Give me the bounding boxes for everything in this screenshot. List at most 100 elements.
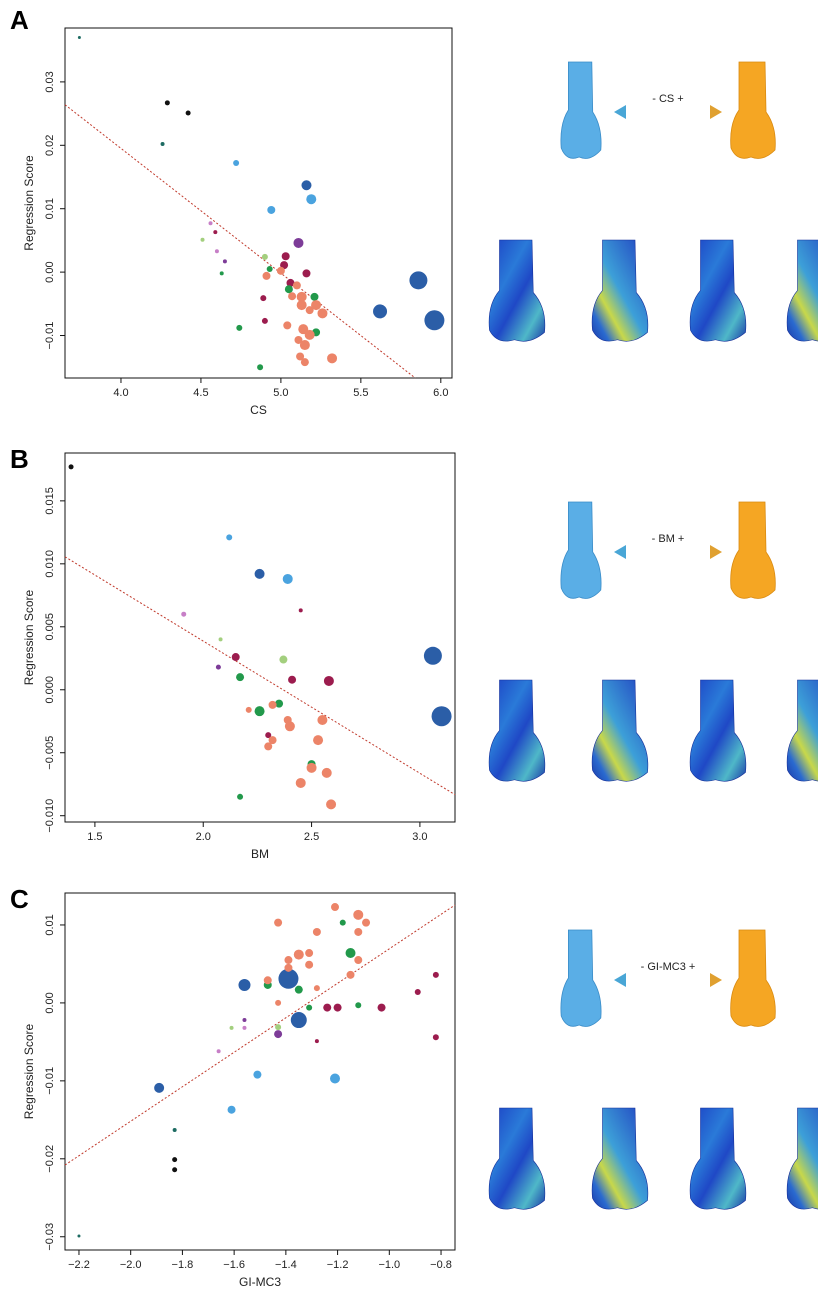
data-point (414, 988, 421, 995)
plot-frame (64, 27, 453, 379)
data-point (181, 611, 187, 617)
data-point (262, 271, 271, 280)
data-point (346, 970, 355, 979)
data-point (284, 285, 293, 294)
data-point (302, 269, 311, 278)
data-point (305, 949, 314, 958)
data-point (323, 1003, 332, 1012)
shape-axis-label: - GI-MC3 + (641, 961, 696, 973)
data-point (77, 36, 81, 40)
y-tick-label: 0.03 (44, 71, 56, 92)
data-point (298, 608, 303, 613)
plot-frame (64, 452, 456, 823)
y-axis-label: Regression Score (22, 155, 36, 251)
data-point (236, 673, 245, 682)
data-point (286, 278, 295, 287)
data-point (222, 259, 227, 264)
y-tick-label: −0.005 (44, 736, 56, 770)
heatmap-shape (488, 1107, 546, 1210)
heatmap-shape (488, 239, 546, 342)
x-tick-label: −2.2 (68, 1259, 90, 1271)
data-point (296, 300, 307, 311)
heatmap-shape (689, 1107, 747, 1210)
data-point (172, 1157, 178, 1163)
y-tick-label: −0.02 (44, 1145, 56, 1173)
shape-min (560, 929, 602, 1027)
data-point (185, 110, 191, 116)
data-point (257, 364, 264, 371)
data-point (265, 732, 272, 739)
data-point (283, 321, 292, 330)
data-point (231, 653, 240, 662)
y-axis-label: Regression Score (22, 1023, 36, 1119)
panel-label: A (10, 5, 29, 35)
data-point (253, 1070, 262, 1079)
data-point (288, 292, 297, 301)
arrow-head-right (710, 545, 722, 559)
data-point (293, 237, 304, 248)
data-point (238, 978, 251, 991)
y-tick-label: −0.03 (44, 1223, 56, 1251)
panel-label: C (10, 884, 29, 914)
data-point (274, 1030, 283, 1039)
plot-frame (64, 892, 456, 1251)
heatmap-shape (591, 1107, 649, 1210)
data-point (260, 295, 267, 302)
heatmap-shape (786, 239, 818, 342)
data-point (294, 985, 303, 994)
data-point (284, 721, 295, 732)
data-point (263, 976, 272, 985)
x-tick-label: 5.0 (273, 387, 288, 399)
x-tick-label: −1.2 (327, 1259, 349, 1271)
data-point (323, 675, 334, 686)
data-point (233, 160, 240, 167)
data-point (362, 918, 371, 927)
data-point (327, 353, 338, 364)
data-point (68, 464, 74, 470)
data-point (268, 736, 277, 745)
data-point (300, 358, 309, 367)
arrow-head-right (710, 973, 722, 987)
x-tick-label: −1.0 (378, 1259, 400, 1271)
data-point (226, 534, 233, 541)
data-point (164, 100, 170, 106)
heatmap-shape (786, 679, 818, 782)
data-point (172, 1127, 177, 1132)
arrow-head-left (614, 545, 626, 559)
data-point (299, 340, 310, 351)
y-tick-label: 0.00 (44, 992, 56, 1013)
data-point (306, 194, 317, 205)
data-point (423, 646, 442, 665)
data-point (274, 918, 283, 927)
x-tick-label: −1.8 (172, 1259, 194, 1271)
shape-max (730, 501, 776, 599)
y-tick-label: 0.02 (44, 135, 56, 156)
data-point (424, 310, 445, 331)
shape-min (560, 501, 602, 599)
data-point (275, 999, 282, 1006)
data-point (292, 281, 301, 290)
y-tick-label: −0.01 (44, 322, 56, 350)
data-point (432, 1034, 439, 1041)
data-point (254, 568, 265, 579)
data-point (305, 960, 314, 969)
data-point (296, 352, 305, 361)
data-point (236, 324, 243, 331)
data-point (172, 1167, 178, 1173)
data-point (215, 664, 221, 670)
data-point (275, 1024, 282, 1031)
data-point (213, 230, 218, 235)
data-point (304, 329, 315, 340)
data-point (321, 767, 332, 778)
data-point (409, 271, 428, 290)
data-point (278, 968, 299, 989)
data-point (353, 909, 364, 920)
x-tick-label: 4.5 (193, 387, 208, 399)
data-point (266, 265, 273, 272)
data-point (279, 655, 288, 664)
y-tick-label: 0.010 (44, 550, 56, 578)
data-point (354, 956, 363, 965)
data-point (229, 1025, 234, 1030)
y-tick-label: 0.00 (44, 261, 56, 282)
